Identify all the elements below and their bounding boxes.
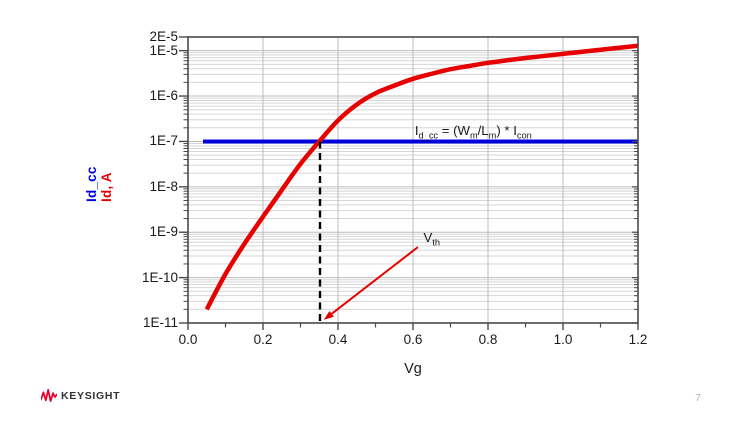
y-tick-label: 1E-8 <box>149 178 178 194</box>
keysight-wordmark: KEYSIGHT <box>61 389 121 402</box>
y-tick-label: 1E-9 <box>149 224 178 240</box>
x-tick-label: 1.0 <box>553 332 573 347</box>
page-number: 7 <box>695 393 701 404</box>
x-axis-label: Vg <box>404 361 422 377</box>
vth-label: Vth <box>423 230 441 248</box>
y-tick-label: 2E-5 <box>149 29 178 44</box>
x-tick-label: 0.0 <box>178 332 198 347</box>
keysight-spark-icon <box>41 389 57 402</box>
keysight-logo: KEYSIGHT <box>41 389 120 402</box>
x-tick-label: 0.8 <box>478 332 498 347</box>
x-tick-label: 1.2 <box>628 332 648 347</box>
x-tick-label: 0.2 <box>253 332 273 347</box>
y-tick-label: 1E-10 <box>141 269 178 285</box>
y-tick-label: 1E-6 <box>149 88 178 104</box>
x-tick-label: 0.6 <box>403 332 423 347</box>
y-tick-label: 1E-7 <box>149 133 178 149</box>
x-tick-label: 0.4 <box>328 332 348 347</box>
y-tick-label: 1E-11 <box>142 315 178 330</box>
y-axis-label-id: Id, A <box>99 172 114 202</box>
y-axis-label-idcc: Id_cc <box>84 166 99 202</box>
idcc-formula-label: Id_cc = (Wm/Lm) * Icon <box>414 122 532 141</box>
y-axis-label: Id_cc Id, A <box>84 166 114 202</box>
y-tick-label: 1E-5 <box>149 42 178 58</box>
